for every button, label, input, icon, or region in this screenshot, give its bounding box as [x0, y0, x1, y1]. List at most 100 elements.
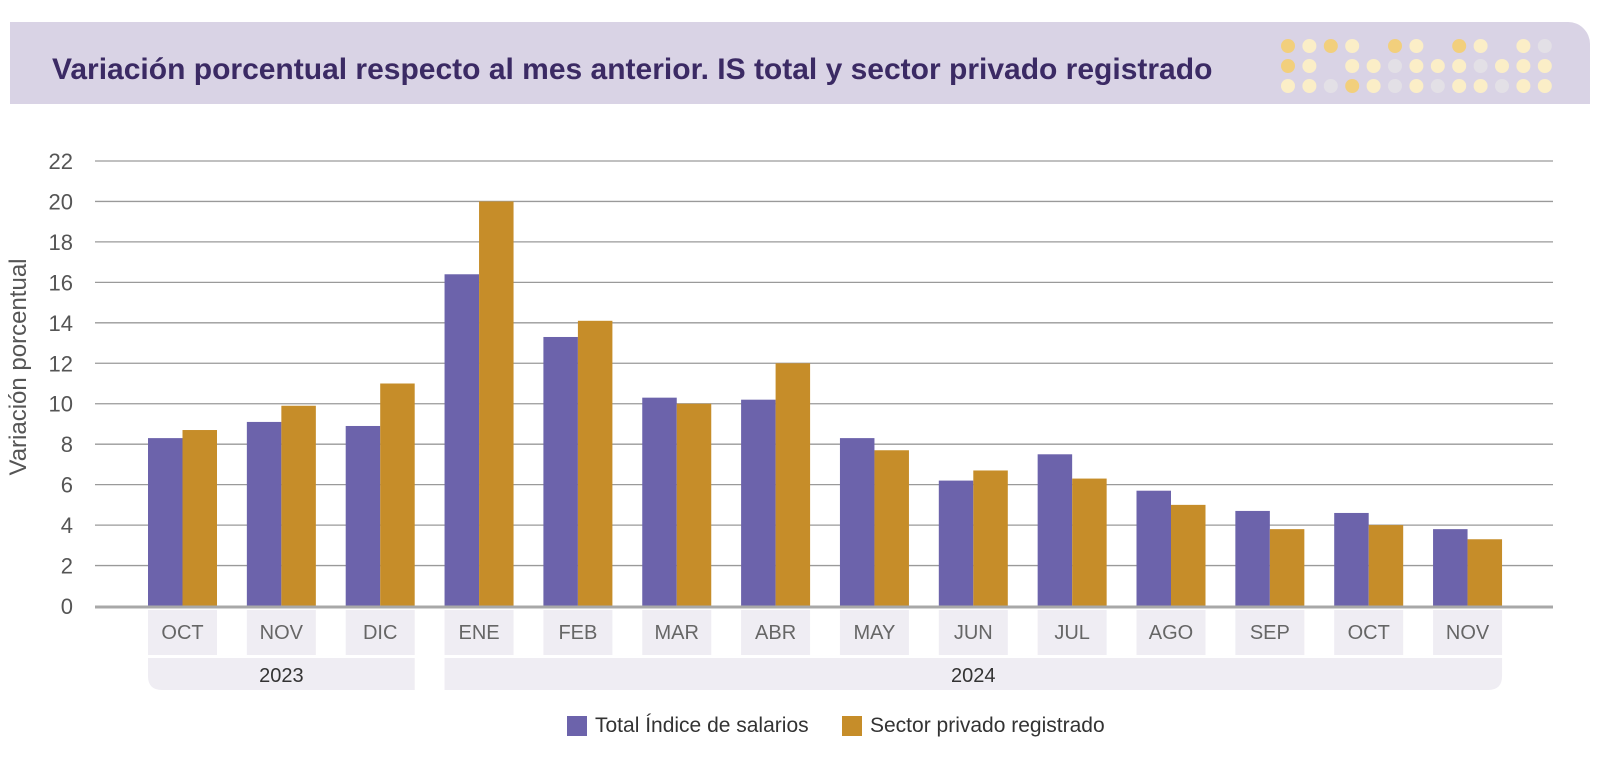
decor-dot: [1537, 59, 1552, 73]
decor-dot: [1409, 39, 1424, 53]
bar-privado: [676, 403, 712, 606]
bar-privado: [281, 405, 316, 606]
decor-dot: [1388, 79, 1402, 93]
x-tick-label: ENE: [458, 622, 499, 644]
decor-dot: [1302, 39, 1317, 53]
x-category-box: [444, 610, 514, 655]
bar-privado: [1072, 478, 1107, 606]
x-tick-label: SEP: [1250, 622, 1290, 644]
decor-dot: [1388, 59, 1402, 73]
year-label: 2024: [951, 665, 996, 687]
bar-total: [345, 425, 381, 606]
y-tick-label: 4: [61, 513, 73, 538]
y-tick-label: 12: [49, 351, 73, 376]
legend-item-total: Total Índice de salarios: [567, 714, 809, 737]
decor-dot: [1430, 79, 1445, 93]
decor-dot: [1281, 39, 1295, 53]
bar-total: [839, 438, 875, 606]
decor-dot: [1537, 79, 1552, 93]
decor-dot: [1345, 39, 1360, 53]
y-tick-label: 6: [61, 473, 73, 498]
bar-privado: [380, 383, 415, 606]
x-tick-label: ABR: [755, 622, 796, 644]
decor-dot: [1302, 79, 1317, 93]
legend: Total Índice de salarios Sector privado …: [0, 700, 1600, 750]
y-axis-label: Variación porcentual: [5, 258, 32, 475]
bar-privado: [1368, 525, 1404, 606]
bar-privado: [775, 363, 811, 606]
bar-total: [1334, 512, 1369, 606]
bar-total: [148, 438, 183, 606]
bar-privado: [1269, 529, 1305, 606]
x-category-box: [1334, 610, 1404, 655]
decor-dot: [1537, 39, 1552, 53]
decor-dot: [1516, 39, 1531, 53]
bar-total: [1235, 510, 1270, 606]
x-tick-label: MAR: [655, 622, 699, 644]
y-tick-label: 20: [49, 189, 73, 214]
decor-dot: [1516, 59, 1531, 73]
bar-privado: [1467, 539, 1503, 606]
decor-dot: [1473, 79, 1488, 93]
decor-dot: [1495, 59, 1509, 73]
y-tick-label: 0: [61, 594, 73, 619]
legend-label-total: Total Índice de salarios: [595, 714, 809, 737]
x-category-box: [543, 610, 613, 655]
bar-total: [741, 399, 776, 606]
x-category-box: [1037, 610, 1107, 655]
y-tick-label: 8: [61, 432, 73, 457]
y-tick-label: 2: [61, 554, 73, 579]
x-category-box: [839, 610, 909, 655]
x-category-box: [246, 610, 316, 655]
x-category-box: [1235, 610, 1305, 655]
bar-total: [1433, 529, 1468, 606]
x-tick-label: OCT: [1348, 622, 1390, 644]
decor-dot: [1409, 59, 1424, 73]
decor-dot: [1302, 59, 1317, 73]
decor-dot: [1323, 39, 1338, 53]
y-tick-label: 22: [49, 149, 73, 174]
bar-total: [246, 421, 282, 606]
decor-dot: [1430, 59, 1445, 73]
decor-dot: [1473, 39, 1488, 53]
legend-item-privado: Sector privado registrado: [842, 714, 1105, 737]
bar-total: [1136, 490, 1171, 606]
year-band: [148, 658, 415, 690]
x-tick-label: MAY: [854, 622, 896, 644]
x-tick-label: NOV: [260, 622, 304, 644]
x-tick-label: OCT: [161, 622, 203, 644]
y-tick-label: 16: [49, 270, 73, 295]
bar-privado: [577, 320, 613, 606]
y-tick-label: 18: [49, 230, 73, 255]
decor-dot: [1452, 59, 1467, 73]
x-category-box: [938, 610, 1008, 655]
bar-total: [938, 480, 974, 606]
decor-dot: [1516, 79, 1531, 93]
decor-dot: [1345, 79, 1360, 93]
x-tick-label: FEB: [558, 622, 597, 644]
bar-privado: [1171, 504, 1206, 606]
legend-label-privado: Sector privado registrado: [870, 714, 1105, 737]
year-label: 2023: [259, 665, 304, 687]
x-tick-label: DIC: [363, 622, 397, 644]
decor-dot: [1495, 79, 1509, 93]
decor-dot: [1452, 79, 1467, 93]
bar-privado: [479, 201, 514, 607]
bar-privado: [874, 450, 909, 606]
decor-dot: [1388, 39, 1402, 53]
title-banner: Variación porcentual respecto al mes ant…: [10, 22, 1590, 104]
x-category-box: [642, 610, 712, 655]
decor-dot: [1473, 59, 1488, 73]
chart-title: Variación porcentual respecto al mes ant…: [52, 53, 1213, 86]
bar-chart: Variación porcentual 0 2 4 6 8 10 12 14 16 18 20 22…: [5, 149, 1553, 690]
bar-total: [1037, 454, 1073, 606]
y-tick-label: 14: [49, 311, 73, 336]
decor-dot: [1345, 59, 1360, 73]
decor-dot: [1409, 79, 1424, 93]
decor-dot: [1323, 79, 1338, 93]
decor-dot: [1281, 59, 1295, 73]
year-band: [444, 658, 1503, 690]
decor-dot: [1366, 79, 1381, 93]
x-category-box: [741, 610, 811, 655]
x-category-box: [345, 610, 415, 655]
